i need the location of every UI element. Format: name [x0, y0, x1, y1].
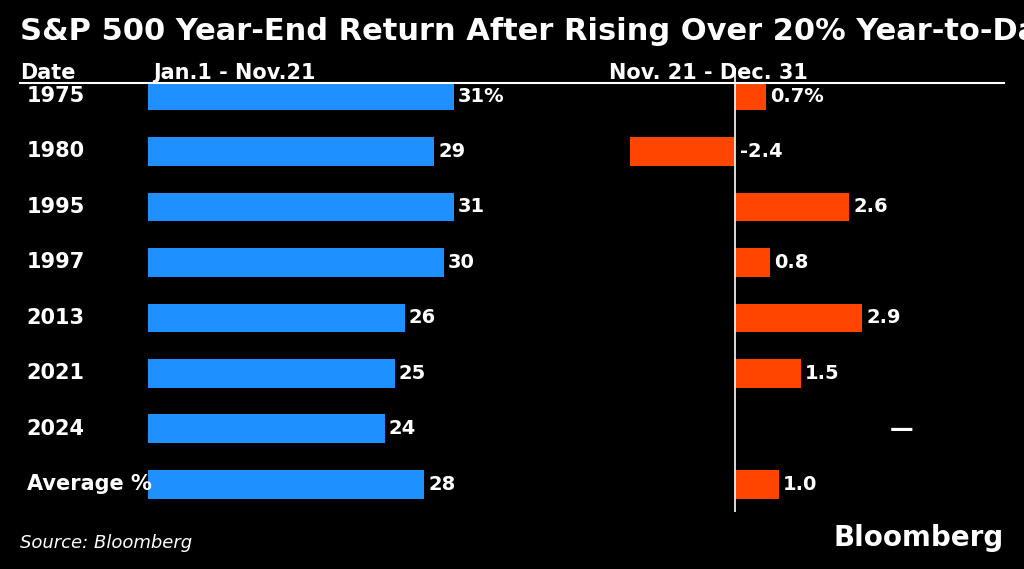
- Text: 2.9: 2.9: [866, 308, 901, 327]
- Bar: [148, 470, 425, 499]
- Text: 25: 25: [398, 364, 426, 383]
- Bar: [148, 359, 395, 388]
- Text: 24: 24: [389, 419, 416, 438]
- Text: 0.7%: 0.7%: [770, 86, 824, 105]
- Text: Jan.1 - Nov.21: Jan.1 - Nov.21: [154, 63, 316, 83]
- Text: 2024: 2024: [27, 419, 85, 439]
- Bar: [148, 248, 444, 277]
- Text: Date: Date: [20, 63, 76, 83]
- Text: —: —: [890, 417, 913, 441]
- Text: 1.5: 1.5: [805, 364, 840, 383]
- Text: 2.6: 2.6: [853, 197, 888, 216]
- Bar: [148, 137, 434, 166]
- Bar: [735, 359, 801, 388]
- Bar: [735, 192, 849, 221]
- Text: 31%: 31%: [458, 86, 505, 105]
- Text: 2021: 2021: [27, 364, 85, 384]
- Bar: [735, 248, 770, 277]
- Bar: [148, 192, 454, 221]
- Text: 1980: 1980: [27, 142, 85, 162]
- Bar: [735, 470, 779, 499]
- Text: 29: 29: [438, 142, 465, 161]
- Text: 30: 30: [449, 253, 475, 272]
- Text: 1975: 1975: [27, 86, 85, 106]
- Bar: [148, 303, 404, 332]
- Bar: [735, 81, 766, 110]
- Text: Average %: Average %: [27, 475, 152, 494]
- Text: Nov. 21 - Dec. 31: Nov. 21 - Dec. 31: [609, 63, 808, 83]
- Text: 1997: 1997: [27, 253, 85, 273]
- Text: Source: Bloomberg: Source: Bloomberg: [20, 534, 193, 552]
- Text: 2013: 2013: [27, 308, 85, 328]
- Text: 1.0: 1.0: [783, 475, 818, 494]
- Text: 0.8: 0.8: [774, 253, 809, 272]
- Text: 26: 26: [409, 308, 436, 327]
- Bar: [148, 414, 385, 443]
- Bar: [148, 81, 454, 110]
- Text: Bloomberg: Bloomberg: [834, 524, 1004, 552]
- Text: 31: 31: [458, 197, 485, 216]
- Bar: [631, 137, 735, 166]
- Text: 28: 28: [428, 475, 456, 494]
- Text: -2.4: -2.4: [739, 142, 782, 161]
- Text: 1995: 1995: [27, 197, 85, 217]
- Bar: [735, 303, 862, 332]
- Text: S&P 500 Year-End Return After Rising Over 20% Year-to-Date: S&P 500 Year-End Return After Rising Ove…: [20, 17, 1024, 46]
